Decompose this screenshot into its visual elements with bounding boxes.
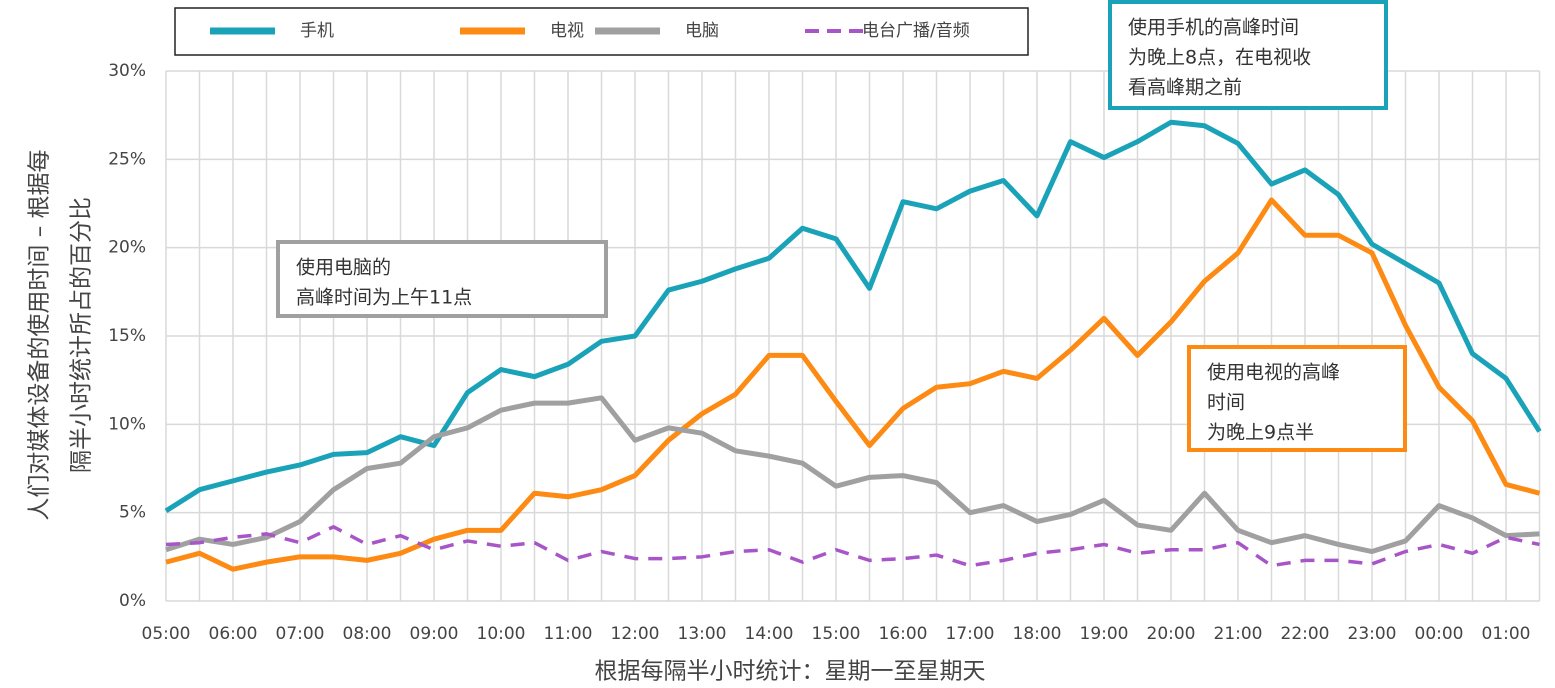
annotation-text: 为晚上8点，在电视收 (1128, 47, 1311, 69)
annotation-box (1187, 345, 1407, 452)
annotation-text: 使用电脑的 (296, 257, 391, 279)
legend-label: 电视 (550, 21, 584, 41)
x-tick-label: 11:00 (544, 624, 593, 644)
x-axis-label: 根据每隔半小时统计：星期一至星期天 (595, 659, 986, 685)
y-tick-label: 15% (108, 326, 146, 346)
x-tick-label: 15:00 (812, 624, 861, 644)
line-series (165, 395, 1540, 555)
x-tick-label: 16:00 (879, 624, 928, 644)
x-tick-label: 09:00 (410, 624, 459, 644)
annotation-text: 高峰时间为上午11点 (296, 287, 472, 309)
annotation-text: 时间 (1207, 392, 1245, 414)
y-tick-label: 5% (119, 503, 146, 523)
annotation-box (276, 240, 608, 318)
annotation-text: 使用电视的高峰 (1207, 362, 1340, 384)
x-tick-label: 14:00 (745, 624, 794, 644)
x-tick-label: 21:00 (1214, 624, 1263, 644)
x-tick-label: 07:00 (276, 624, 325, 644)
y-tick-label: 30% (108, 61, 146, 81)
y-tick-label: 0% (119, 591, 146, 611)
x-tick-label: 08:00 (343, 624, 392, 644)
x-tick-label: 06:00 (209, 624, 258, 644)
annotation-text: 使用手机的高峰时间 (1128, 17, 1299, 39)
x-tick-label: 10:00 (477, 624, 526, 644)
x-tick-label: 12:00 (611, 624, 660, 644)
line-series (165, 525, 1540, 568)
legend-label: 手机 (300, 21, 334, 41)
x-tick-label: 00:00 (1415, 624, 1464, 644)
x-tick-label: 18:00 (1013, 624, 1062, 644)
y-tick-label: 10% (108, 414, 146, 434)
annotation-text: 看高峰期之前 (1128, 77, 1242, 99)
y-axis-label: 人们对媒体设备的使用时间 – 根据每 (27, 149, 53, 520)
y-tick-label: 25% (108, 149, 146, 169)
legend-label: 电台广播/音频 (862, 21, 970, 41)
annotation-box (1108, 0, 1388, 110)
x-tick-label: 23:00 (1348, 624, 1397, 644)
legend-label: 电脑 (685, 21, 719, 41)
y-tick-label: 20% (108, 238, 146, 258)
y-axis-label: 隔半小时统计所占的百分比 (69, 197, 95, 473)
x-tick-label: 05:00 (142, 624, 191, 644)
line-series (165, 197, 1541, 572)
x-tick-label: 01:00 (1482, 624, 1531, 644)
x-tick-label: 13:00 (678, 624, 727, 644)
annotation-text: 为晚上9点半 (1207, 422, 1314, 444)
x-tick-label: 17:00 (946, 624, 995, 644)
line-series (164, 119, 1542, 514)
x-tick-label: 19:00 (1080, 624, 1129, 644)
x-tick-label: 22:00 (1281, 624, 1330, 644)
x-tick-label: 20:00 (1147, 624, 1196, 644)
